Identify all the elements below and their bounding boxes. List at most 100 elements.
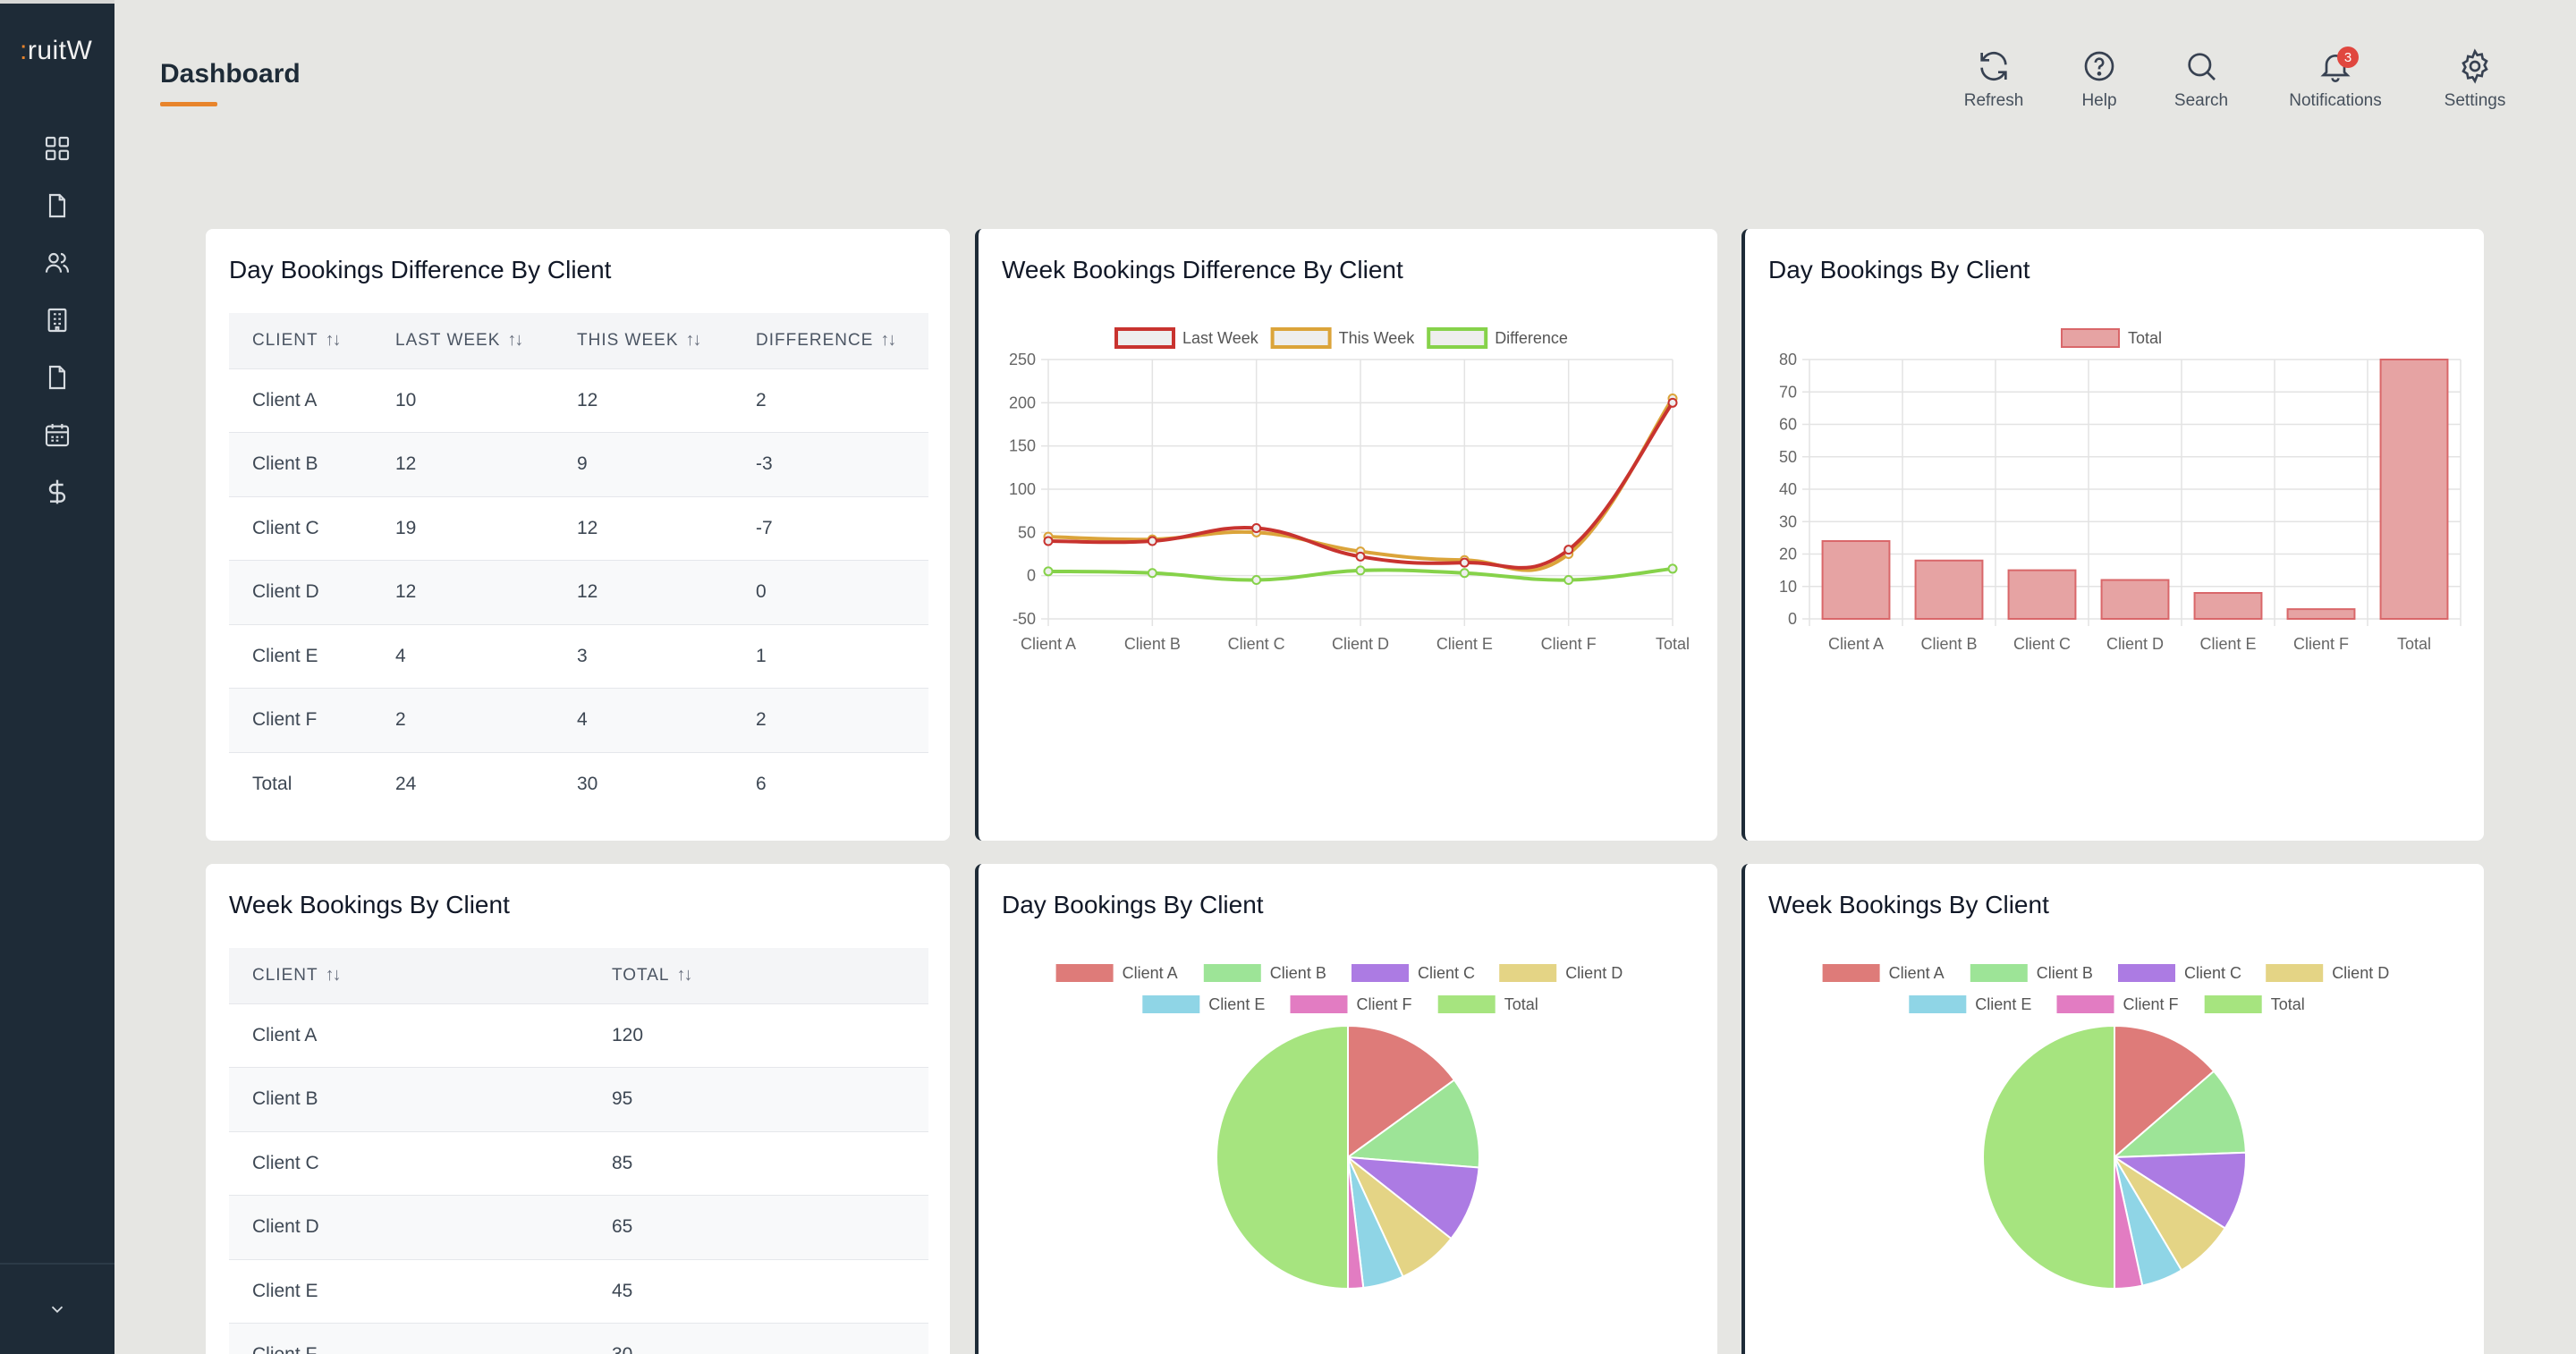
y-tick-label: 50	[1018, 523, 1036, 541]
document-icon[interactable]	[39, 188, 75, 224]
table-cell: 1	[733, 624, 928, 689]
y-tick-label: 80	[1779, 351, 1797, 368]
column-header-last-week[interactable]: LAST WEEK ↑↓	[372, 313, 554, 369]
card-title: Week Bookings By Client	[1768, 891, 2049, 918]
bar	[2007, 569, 2077, 620]
table-cell: Client E	[229, 1259, 589, 1324]
table-row: Client E 45	[229, 1259, 928, 1324]
table-cell: -3	[733, 432, 928, 497]
sort-icon[interactable]: ↑↓	[880, 330, 896, 351]
legend-label: Client B	[1270, 964, 1326, 982]
legend-label: Client D	[2332, 964, 2389, 982]
sort-icon[interactable]: ↑↓	[325, 330, 342, 351]
data-point	[1147, 568, 1157, 579]
y-tick-label: -50	[1013, 610, 1036, 628]
dashboard-icon[interactable]	[39, 131, 75, 166]
file-icon[interactable]	[39, 360, 75, 395]
legend-swatch	[1114, 327, 1175, 349]
app-logo[interactable]: :ruitW	[20, 36, 93, 65]
bar-chart: Total 0 10 20 30 40 50 60 70 80 Client A Client B Cl…	[1779, 328, 2462, 653]
sidebar-divider	[0, 1263, 114, 1265]
help-button[interactable]: Help	[2032, 45, 2166, 111]
table-row: Client B 12 9 -3	[229, 432, 928, 497]
search-button[interactable]: Search	[2134, 45, 2268, 111]
table-cell: 3	[554, 624, 733, 689]
y-tick-label: 50	[1779, 448, 1797, 466]
data-point	[1043, 536, 1054, 546]
bar	[2193, 592, 2263, 620]
y-tick-label: 10	[1779, 578, 1797, 596]
table-cell: 6	[756, 774, 767, 794]
table-header-row: CLIENT ↑↓ LAST WEEK ↑↓ THIS WEEK ↑↓ DIFFERE…	[229, 313, 928, 369]
bar	[2286, 608, 2356, 620]
column-header-difference[interactable]: DIFFERENCE ↑↓	[733, 313, 928, 369]
x-tick-label: Client D	[1332, 635, 1389, 653]
table-cell: 9	[554, 432, 733, 497]
building-icon[interactable]	[39, 302, 75, 338]
table-cell: Client D	[229, 1195, 589, 1260]
pie-slice	[2112, 1070, 2247, 1159]
day-bookings-bar-card: Day Bookings By Client Total 0 10 20 30 40 50 6…	[1741, 229, 2484, 841]
search-label: Search	[2174, 91, 2229, 110]
legend-label: Last Week	[1182, 329, 1259, 347]
table-cell: 45	[589, 1259, 928, 1324]
help-label: Help	[2081, 91, 2117, 110]
sort-icon[interactable]: ↑↓	[325, 965, 342, 986]
column-header-this-week[interactable]: THIS WEEK ↑↓	[554, 313, 733, 369]
data-point	[1251, 575, 1262, 585]
table-cell: Total	[252, 774, 292, 794]
dollar-icon[interactable]	[39, 474, 75, 510]
bar	[1914, 559, 1984, 620]
sort-icon[interactable]: ↑↓	[685, 330, 702, 351]
settings-button[interactable]: Settings	[2408, 45, 2542, 111]
table-cell: Client B	[229, 1067, 589, 1132]
data-point	[1251, 523, 1262, 533]
table-row: Client C 85	[229, 1131, 928, 1196]
legend-swatch	[1499, 964, 1557, 982]
legend-swatch	[1203, 964, 1261, 982]
column-header-client[interactable]: CLIENT ↑↓	[229, 948, 589, 1004]
table-cell: 30	[589, 1323, 928, 1354]
column-header-total[interactable]: TOTAL ↑↓	[589, 948, 928, 1004]
legend-swatch	[1909, 995, 1967, 1013]
table-row: Client A 10 12 2	[229, 368, 928, 433]
legend-swatch	[1822, 964, 1880, 982]
sort-icon[interactable]: ↑↓	[676, 965, 692, 986]
notifications-button[interactable]: 3 Notifications	[2268, 45, 2402, 111]
table-cell: 65	[589, 1195, 928, 1260]
day-diff-card: Day Bookings Difference By Client CLIENT…	[206, 229, 950, 841]
pie-slice	[1344, 1155, 1480, 1240]
sort-icon[interactable]: ↑↓	[507, 330, 523, 351]
legend-swatch	[1055, 964, 1114, 982]
bar	[1821, 540, 1891, 620]
legend-label: Client E	[1208, 995, 1265, 1013]
bell-icon: 3	[2316, 45, 2359, 88]
card-title: Day Bookings By Client	[1768, 256, 2030, 283]
table-row: Client D 12 12 0	[229, 560, 928, 625]
data-point	[1667, 563, 1678, 574]
x-tick-label: Client E	[1436, 635, 1493, 653]
legend-swatch	[1427, 327, 1488, 349]
y-tick-label: 40	[1779, 480, 1797, 498]
column-header-client[interactable]: CLIENT ↑↓	[229, 313, 372, 369]
y-tick-label: 60	[1779, 416, 1797, 434]
refresh-button[interactable]: Refresh	[1927, 45, 2061, 111]
week-bookings-table: CLIENT ↑↓ TOTAL ↑↓ Client A 120 Client B 95 …	[229, 948, 928, 1354]
chevron-down-icon[interactable]	[45, 1297, 70, 1322]
table-cell: 10	[372, 368, 554, 433]
legend-swatch	[1352, 964, 1409, 982]
help-icon	[2080, 45, 2119, 88]
table-cell: 12	[554, 560, 733, 625]
y-tick-label: 70	[1779, 383, 1797, 401]
data-point	[1459, 557, 1470, 568]
legend-label: Total	[1504, 995, 1538, 1013]
line-chart: Last Week This Week Difference -50 0 50 100 150…	[1009, 327, 1690, 653]
users-icon[interactable]	[39, 245, 75, 281]
legend-swatch	[1290, 995, 1348, 1013]
y-tick-label: 0	[1788, 610, 1797, 628]
table-cell: Client E	[229, 624, 372, 689]
legend-swatch	[1270, 327, 1332, 349]
calendar-icon[interactable]	[39, 417, 75, 453]
refresh-label: Refresh	[1963, 91, 2024, 110]
